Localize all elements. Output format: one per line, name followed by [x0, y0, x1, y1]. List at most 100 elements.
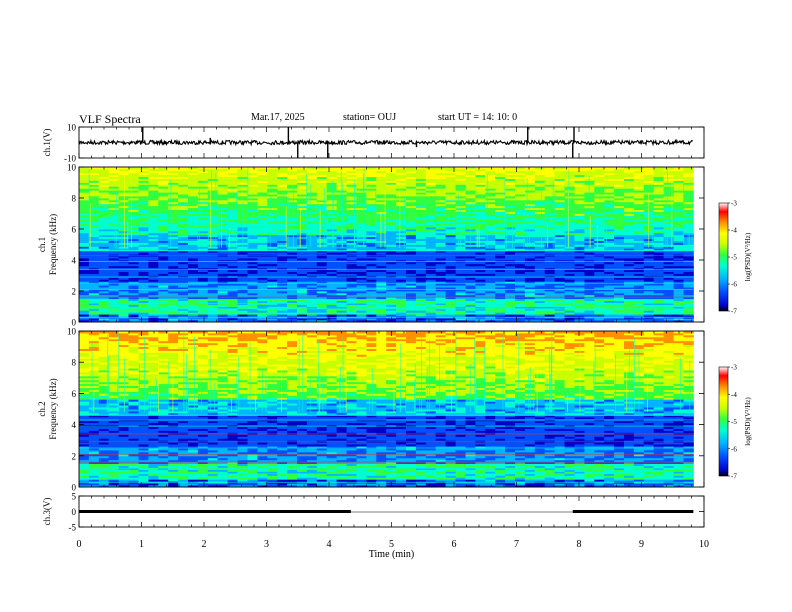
ch1-spectrogram-heatmap-cell [406, 170, 417, 174]
ch1-spectrogram-heatmap-cell [356, 215, 367, 218]
ch1-spectrogram-heatmap-cell [247, 170, 258, 174]
ch1-spectrogram-heatmap-cell [138, 283, 149, 286]
ch1-spectrogram-heatmap-cell [505, 244, 516, 247]
ch1-spectrogram-heatmap-cell [346, 207, 357, 210]
ch1-spectrogram-heatmap-cell [475, 269, 486, 272]
ch1-spectrogram-heatmap-cell [475, 285, 486, 288]
ch1-spectrogram-heatmap-cell [79, 287, 90, 290]
ch1-spectrogram-heatmap-cell [168, 242, 179, 245]
ch1-spectrogram-heatmap-cell [475, 281, 486, 284]
ch1-spectrogram-heatmap-cell [534, 229, 546, 232]
ch1-spectrogram-heatmap-cell [346, 201, 357, 205]
ch1-spectrogram-heatmap-cell [505, 182, 516, 185]
ch1-spectrogram-heatmap-cell [653, 240, 664, 243]
ch1-spectrogram-heatmap-cell [188, 256, 199, 259]
ch1-spectrogram-heatmap-cell [257, 271, 268, 274]
ch1-spectrogram-heatmap-cell [267, 281, 278, 284]
ch1-spectrogram-heatmap-cell [505, 188, 516, 191]
ch1-spectrogram-heatmap-cell [445, 168, 456, 172]
ch1-spectrogram-heatmap-cell [207, 248, 219, 251]
ch1-spectrogram-heatmap-cell [425, 306, 437, 309]
ch1-spectrogram-heatmap-cell [376, 300, 387, 303]
ch1-spectrogram-heatmap-cell [386, 188, 397, 191]
ch1-spectrogram-heatmap-cell [148, 172, 159, 176]
ch1-spectrogram-heatmap-cell [197, 219, 209, 222]
ch1-spectrogram-heatmap-cell [326, 190, 337, 193]
ch1-spectrogram-heatmap-cell [455, 170, 466, 174]
ch1-spectrogram-heatmap-cell [247, 205, 258, 209]
ch1-spectrogram-heatmap-cell [435, 180, 446, 183]
ch1-spectrogram-heatmap-cell [633, 170, 645, 174]
ch1-spectrogram-heatmap-cell [624, 283, 635, 286]
ch1-spectrogram-heatmap-cell [217, 215, 228, 218]
ch1-spectrogram-heatmap-cell [633, 221, 645, 224]
ch1-spectrogram-heatmap-cell [425, 229, 437, 232]
ch1-spectrogram-heatmap-cell [445, 312, 456, 315]
ch1-spectrogram-heatmap-cell [376, 246, 387, 249]
ch1-spectrogram-heatmap-cell [98, 192, 110, 195]
ch1-spectrogram-heatmap-cell [108, 194, 119, 197]
ch1-spectrogram-heatmap-cell [485, 258, 496, 261]
ch1-spectrogram-heatmap-cell [257, 314, 268, 317]
ch1-spectrogram-heatmap-cell [326, 312, 337, 315]
ch1-spectrogram-heatmap-cell [633, 261, 645, 265]
ch1-spectrogram-heatmap-cell [277, 312, 288, 315]
ch1-spectrogram-heatmap-cell [415, 271, 427, 274]
ch1-spectrogram-heatmap-cell [346, 258, 357, 261]
ch1-spectrogram-heatmap-cell [396, 252, 407, 255]
ch1-spectrogram-heatmap-cell [267, 194, 278, 197]
ch1-spectrogram-heatmap-cell [534, 188, 546, 191]
ch1-spectrogram-heatmap-cell [584, 292, 595, 296]
ch1-spectrogram-heatmap-cell [475, 184, 486, 187]
ch1-spectrogram-heatmap-cell [227, 172, 238, 176]
ch1-spectrogram-heatmap-cell [495, 174, 506, 178]
ch1-spectrogram-heatmap-cell [485, 198, 496, 201]
ch1-spectrogram-heatmap-cell [108, 306, 119, 309]
ch1-spectrogram-heatmap-cell [465, 273, 476, 276]
ch1-spectrogram-heatmap-cell [544, 192, 555, 195]
ch1-spectrogram-heatmap-cell [336, 300, 347, 303]
ch1-spectrogram-heatmap-cell [128, 263, 139, 267]
ch1-spectrogram-heatmap-cell [495, 167, 506, 170]
ch1-spectrogram-heatmap-cell [673, 182, 684, 185]
ch1-spectrogram-heatmap-cell [406, 318, 417, 321]
ch1-spectrogram-heatmap-cell [217, 170, 228, 174]
ch1-spectrogram-heatmap-cell [515, 190, 526, 193]
ch1-spectrogram-heatmap-cell [306, 279, 318, 282]
ch1-spectrogram-heatmap-cell [128, 211, 139, 214]
ch1-spectrogram-heatmap-cell [237, 300, 248, 303]
ch1-spectrogram-heatmap-cell [624, 306, 635, 309]
ch1-spectrogram-heatmap-cell [297, 296, 308, 300]
ch1-spectrogram-heatmap-cell [574, 287, 585, 290]
ch1-spectrogram-heatmap-cell [584, 296, 595, 300]
ch1-spectrogram-heatmap-cell [505, 186, 516, 189]
ch1-spectrogram-heatmap-cell [515, 287, 526, 290]
ch1-spectrogram-heatmap-cell [485, 176, 496, 179]
ch1-spectrogram-heatmap-cell [306, 312, 318, 315]
ch1-spectrogram-heatmap-cell [297, 232, 308, 236]
ch1-spectrogram-heatmap-cell [346, 246, 357, 249]
ch1-spectrogram-heatmap-cell [614, 236, 625, 240]
ch1-spectrogram-heatmap-cell [336, 308, 347, 311]
ch1-spectrogram-heatmap-cell [158, 219, 169, 222]
ch1-spectrogram-heatmap-cell [158, 308, 169, 311]
ch1-spectrogram-heatmap-cell [614, 167, 625, 170]
ch1-spectrogram-heatmap-cell [396, 314, 407, 317]
ch1-spectrogram-heatmap-cell [485, 283, 496, 286]
ch1-spectrogram-heatmap-cell [217, 167, 228, 170]
ch1-spectrogram-heatmap-cell [614, 217, 625, 220]
ch1-spectrogram-heatmap-cell [376, 188, 387, 191]
ch1-spectrogram-heatmap-cell [118, 242, 129, 245]
ch1-spectrogram-heatmap-cell [594, 292, 605, 296]
ch1-spectrogram-heatmap-cell [88, 250, 100, 253]
ch1-spectrogram-heatmap-cell [485, 180, 496, 183]
ch1-spectrogram-heatmap-cell [534, 201, 546, 205]
ch1-spectrogram-heatmap-cell [574, 258, 585, 261]
ch1-spectrogram-heatmap-cell [336, 236, 347, 240]
ch1-spectrogram-heatmap-cell [534, 225, 546, 228]
ch1-spectrogram-heatmap-cell [445, 209, 456, 212]
ch1-spectrogram-heatmap-cell [415, 203, 427, 207]
ch1-spectrogram-heatmap-cell [197, 256, 209, 259]
ch1-spectrogram-heatmap-cell [445, 192, 456, 195]
ch1-spectrogram-heatmap-cell [445, 182, 456, 185]
